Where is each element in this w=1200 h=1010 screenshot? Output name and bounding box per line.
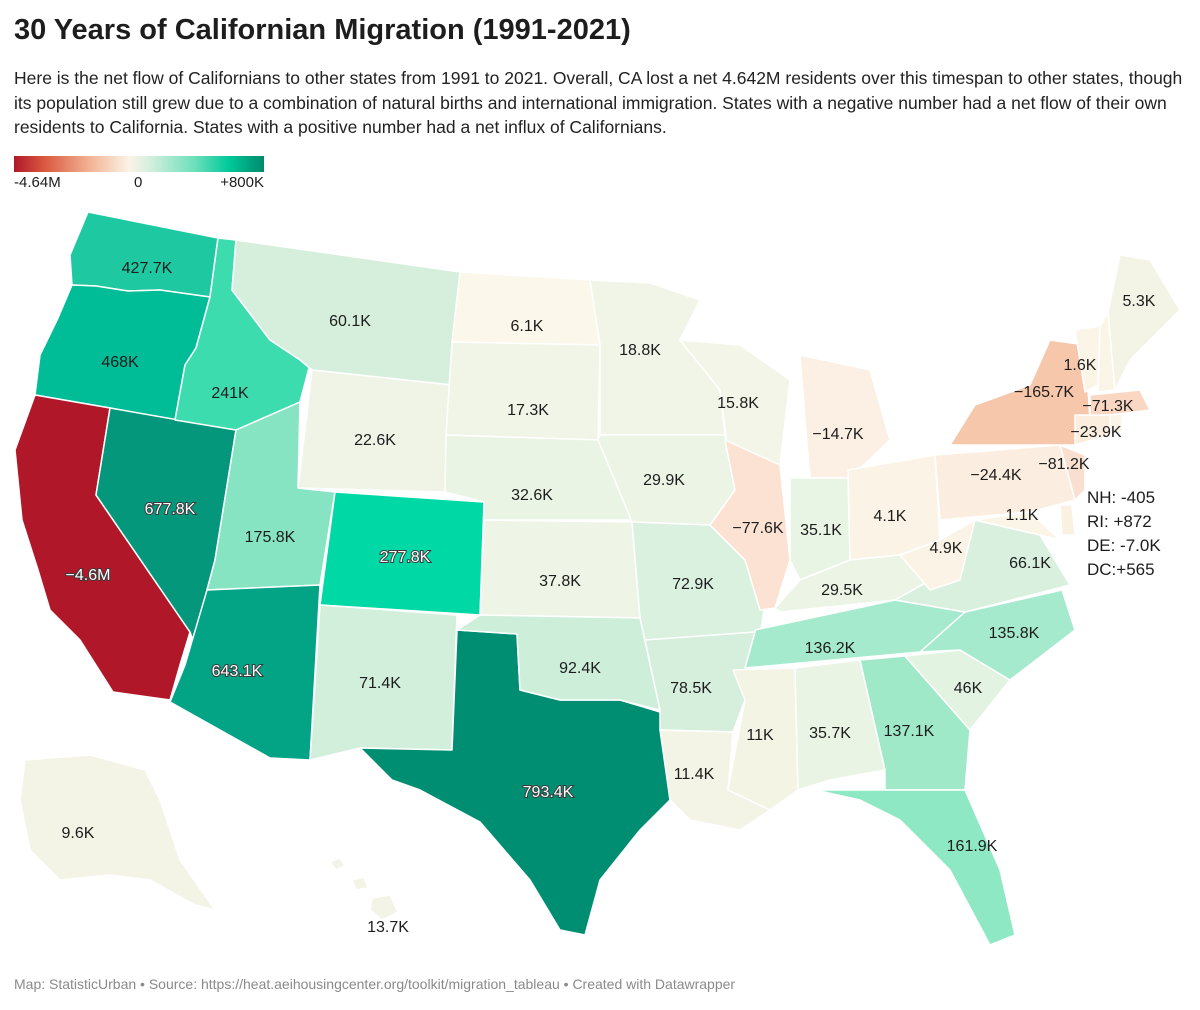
state-shape-pa[interactable] [934, 444, 1076, 521]
state-label-ok: 92.4K [559, 660, 601, 677]
state-label-tx: 793.4K [523, 784, 574, 801]
state-shape-mi[interactable] [799, 354, 891, 479]
state-shape-wy[interactable] [297, 369, 453, 493]
state-label-nj: −81.2K [1038, 456, 1089, 473]
state-label-sc: 46K [954, 680, 983, 697]
state-label-hi: 13.7K [367, 919, 409, 936]
legend-mid-label: 0 [134, 174, 143, 191]
state-label-tn: 136.2K [805, 640, 856, 657]
state-shape-il[interactable] [709, 439, 791, 611]
small-states-list: NH: -405 RI: +872 DE: -7.0K DC:+565 [1087, 486, 1161, 582]
state-shape-hi[interactable] [329, 857, 399, 921]
state-label-mo: 72.9K [672, 576, 714, 593]
state-label-wi: 15.8K [717, 395, 759, 412]
state-label-ne: 32.6K [511, 487, 553, 504]
state-label-ak: 9.6K [62, 825, 95, 842]
state-label-pa: −24.4K [970, 467, 1021, 484]
state-shape-me[interactable] [1107, 254, 1181, 391]
legend-min-label: -4.64M [14, 174, 61, 191]
state-label-oh: 4.1K [874, 508, 907, 525]
state-label-mt: 60.1K [329, 313, 371, 330]
state-shape-de[interactable] [1059, 504, 1076, 536]
state-shape-md[interactable] [974, 511, 1061, 541]
state-label-in: 35.1K [800, 522, 842, 539]
state-shape-nj[interactable] [1059, 444, 1086, 501]
state-label-md: 1.1K [1006, 507, 1039, 524]
state-label-sd: 17.3K [507, 402, 549, 419]
state-label-ma: −71.3K [1082, 398, 1133, 415]
state-label-ms: 11K [746, 727, 774, 744]
state-label-ar: 78.5K [670, 680, 712, 697]
state-label-me: 5.3K [1123, 293, 1156, 310]
state-label-nm: 71.4K [359, 675, 401, 692]
state-label-ky: 29.5K [821, 582, 863, 599]
state-label-ks: 37.8K [539, 573, 581, 590]
state-shape-fl[interactable] [814, 789, 1016, 946]
state-shape-wa[interactable] [69, 211, 219, 298]
state-label-wv: 4.9K [930, 540, 963, 557]
state-label-wa: 427.7K [122, 260, 173, 277]
state-shape-ak[interactable] [19, 754, 216, 911]
state-label-ut: 175.8K [245, 529, 296, 546]
state-shape-vt[interactable] [1074, 325, 1101, 393]
state-label-ny: −165.7K [1014, 384, 1074, 401]
state-label-co: 277.8K [380, 549, 431, 566]
state-label-vt: 1.6K [1064, 357, 1097, 374]
legend-gradient-bar [14, 156, 264, 172]
state-label-nc: 135.8K [989, 625, 1040, 642]
chart-description: Here is the net flow of Californians to … [14, 68, 1183, 137]
state-shape-wv[interactable] [899, 519, 976, 591]
footer-credits: Map: StatisticUrban • Source: https://he… [14, 976, 736, 992]
state-label-al: 35.7K [809, 725, 851, 742]
state-label-la: 11.4K [674, 766, 715, 783]
state-shape-ma[interactable] [1089, 389, 1151, 416]
state-shape-ut[interactable] [206, 401, 336, 591]
state-label-nv: 677.8K [145, 501, 196, 518]
state-shape-la[interactable] [659, 729, 771, 831]
state-shape-sd[interactable] [445, 341, 601, 441]
state-label-or: 468K [101, 354, 139, 371]
chart-title: 30 Years of Californian Migration (1991-… [14, 14, 631, 46]
state-label-il: −77.6K [732, 520, 783, 537]
state-label-nd: 6.1K [511, 318, 544, 335]
small-state-ri: RI: +872 [1087, 512, 1152, 531]
state-label-mi: −14.7K [812, 426, 863, 443]
state-label-fl: 161.9K [947, 838, 998, 855]
small-state-dc: DC:+565 [1087, 560, 1155, 579]
state-label-mn: 18.8K [619, 342, 661, 359]
state-label-id: 241K [211, 385, 249, 402]
state-label-ct: −23.9K [1070, 424, 1121, 441]
small-state-nh: NH: -405 [1087, 488, 1156, 507]
state-label-ia: 29.9K [643, 472, 685, 489]
state-label-wy: 22.6K [354, 432, 396, 449]
state-label-az: 643.1K [212, 663, 263, 680]
state-label-ga: 137.1K [884, 723, 935, 740]
color-legend: -4.64M 0 +800K [14, 156, 264, 194]
state-label-va: 66.1K [1009, 555, 1051, 572]
state-shape-al[interactable] [794, 659, 886, 791]
state-label-ca: −4.6M [66, 567, 111, 584]
state-shape-ks[interactable] [479, 519, 641, 619]
legend-max-label: +800K [220, 174, 264, 191]
state-shape-az[interactable] [169, 584, 321, 761]
small-state-de: DE: -7.0K [1087, 536, 1161, 555]
